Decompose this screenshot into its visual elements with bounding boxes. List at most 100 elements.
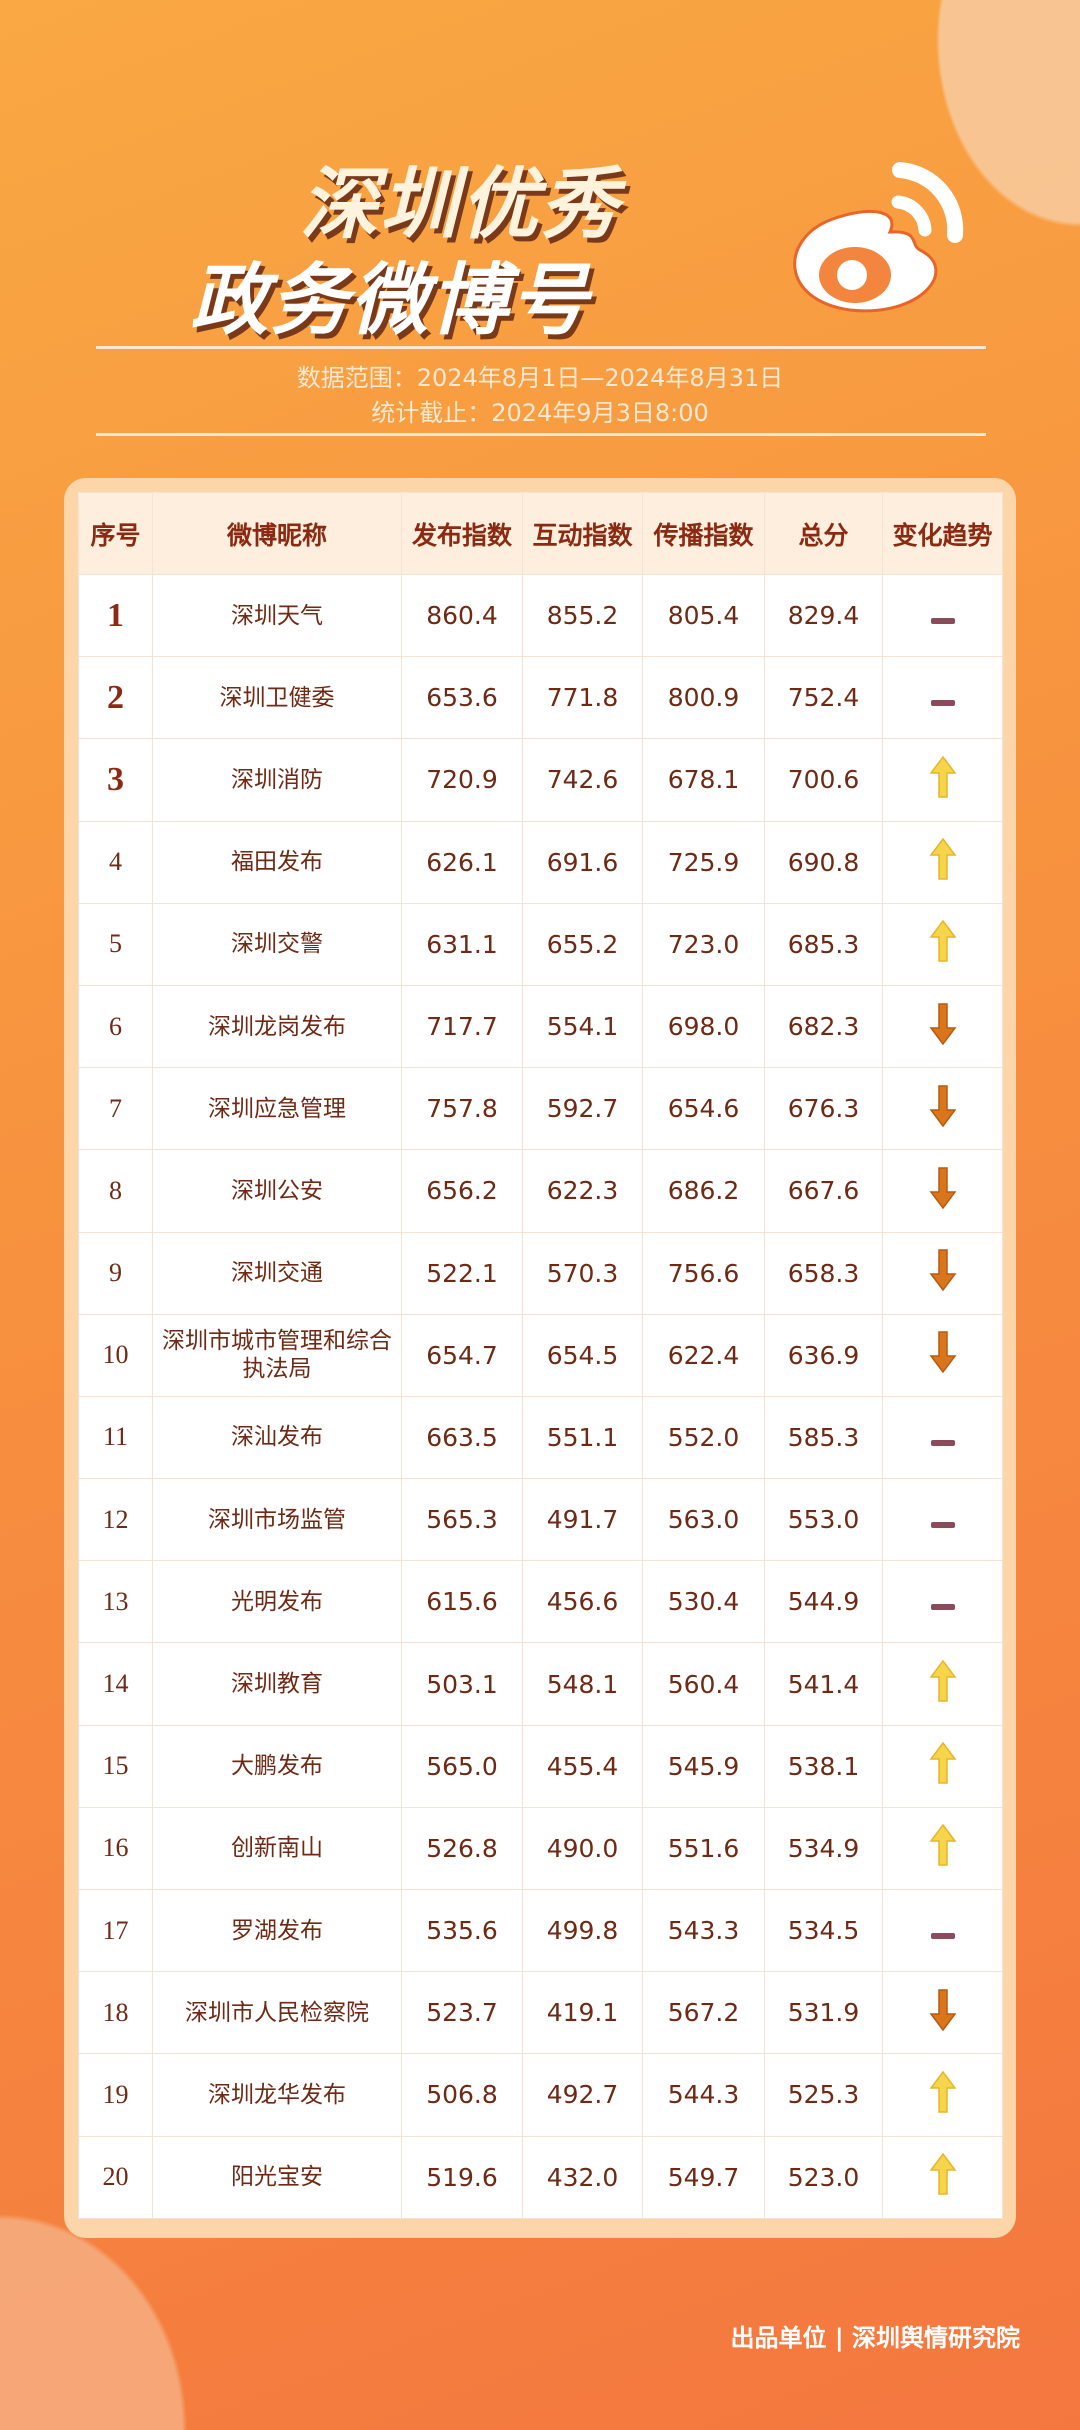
cell-name: 深圳卫健委 <box>152 656 402 740</box>
no-change-icon <box>930 618 955 625</box>
cell-interact: 499.8 <box>522 1888 643 1973</box>
cell-rank: 14 <box>78 1642 153 1726</box>
arrow-up-icon <box>929 1659 956 1702</box>
cell-interact: 432.0 <box>522 2135 643 2219</box>
table-row: 1 深圳天气 860.4 855.2 805.4 829.4 <box>78 573 1003 658</box>
cell-publish: 535.6 <box>401 1888 523 1973</box>
cell-spread: 678.1 <box>642 738 765 822</box>
cell-rank: 10 <box>78 1313 153 1397</box>
cell-rank: 7 <box>78 1067 153 1151</box>
cell-publish: 653.6 <box>401 656 523 740</box>
cell-total: 690.8 <box>764 820 883 904</box>
arrow-down-icon <box>929 1249 956 1292</box>
arrow-down-icon <box>929 1989 956 2032</box>
cell-total: 636.9 <box>764 1313 883 1397</box>
table-row: 19 深圳龙华发布 506.8 492.7 544.3 525.3 <box>78 2053 1003 2137</box>
cell-trend <box>882 1478 1003 1562</box>
table-row: 16 创新南山 526.8 490.0 551.6 534.9 <box>78 1806 1003 1891</box>
table-row: 9 深圳交通 522.1 570.3 756.6 658.3 <box>78 1231 1003 1315</box>
cell-trend <box>882 820 1003 904</box>
cell-trend <box>882 738 1003 822</box>
weibo-logo-icon <box>793 162 964 313</box>
cell-publish: 503.1 <box>401 1642 523 1726</box>
cell-spread: 543.3 <box>642 1888 765 1973</box>
cell-total: 752.4 <box>764 656 883 740</box>
cell-interact: 548.1 <box>522 1642 643 1726</box>
cell-total: 585.3 <box>764 1395 883 1480</box>
table-row: 10 深圳市城市管理和综合执法局 654.7 654.5 622.4 636.9 <box>78 1313 1003 1397</box>
cell-publish: 626.1 <box>401 820 523 904</box>
cell-rank: 5 <box>78 902 153 986</box>
table-row: 12 深圳市场监管 565.3 491.7 563.0 553.0 <box>78 1478 1003 1562</box>
cell-name: 阳光宝安 <box>152 2135 402 2219</box>
cell-name: 创新南山 <box>152 1806 402 1891</box>
cell-publish: 523.7 <box>401 1971 523 2055</box>
cell-rank: 3 <box>78 738 153 822</box>
table-row: 6 深圳龙岗发布 717.7 554.1 698.0 682.3 <box>78 984 1003 1069</box>
cell-publish: 522.1 <box>401 1231 523 1315</box>
cell-name: 深圳公安 <box>152 1149 402 1233</box>
no-change-icon <box>930 1604 955 1611</box>
cell-rank: 13 <box>78 1560 153 1644</box>
cell-spread: 530.4 <box>642 1560 765 1644</box>
data-range: 数据范围：2024年8月1日—2024年8月31日 <box>296 364 784 392</box>
cell-trend <box>882 1806 1003 1891</box>
ranking-table: 序号 微博昵称 发布指数 互动指数 传播指数 总分 变化趋势 1 深圳天气 860.4 855.2… <box>78 492 1003 2219</box>
cell-rank: 20 <box>78 2135 153 2219</box>
cell-publish: 654.7 <box>401 1313 523 1397</box>
column-header: 微博昵称 <box>152 492 402 575</box>
cell-name: 光明发布 <box>152 1560 402 1644</box>
cell-rank: 19 <box>78 2053 153 2137</box>
no-change-icon <box>930 1522 955 1529</box>
cell-name: 深圳市场监管 <box>152 1478 402 1562</box>
cell-spread: 563.0 <box>642 1478 765 1562</box>
no-change-icon <box>930 1439 955 1446</box>
cell-name: 深圳市城市管理和综合执法局 <box>152 1313 402 1397</box>
arrow-down-icon <box>929 1331 956 1374</box>
table-row: 18 深圳市人民检察院 523.7 419.1 567.2 531.9 <box>78 1971 1003 2055</box>
cell-total: 685.3 <box>764 902 883 986</box>
cell-name: 福田发布 <box>152 820 402 904</box>
cell-trend <box>882 1395 1003 1480</box>
cell-interact: 622.3 <box>522 1149 643 1233</box>
cell-spread: 545.9 <box>642 1724 765 1808</box>
cell-trend <box>882 1313 1003 1397</box>
cell-total: 525.3 <box>764 2053 883 2137</box>
cell-name: 深圳教育 <box>152 1642 402 1726</box>
cell-spread: 549.7 <box>642 2135 765 2219</box>
cell-spread: 800.9 <box>642 656 765 740</box>
cell-publish: 860.4 <box>401 573 523 658</box>
no-change-icon <box>930 700 955 707</box>
table-row: 15 大鹏发布 565.0 455.4 545.9 538.1 <box>78 1724 1003 1808</box>
cell-interact: 655.2 <box>522 902 643 986</box>
cell-spread: 552.0 <box>642 1395 765 1480</box>
column-header: 总分 <box>764 492 883 575</box>
cell-interact: 554.1 <box>522 984 643 1069</box>
table-row: 11 深汕发布 663.5 551.1 552.0 585.3 <box>78 1395 1003 1480</box>
cell-trend <box>882 984 1003 1069</box>
cell-spread: 698.0 <box>642 984 765 1069</box>
cell-rank: 17 <box>78 1888 153 1973</box>
cell-interact: 742.6 <box>522 738 643 822</box>
cell-interact: 492.7 <box>522 2053 643 2137</box>
ranking-table-card: 序号 微博昵称 发布指数 互动指数 传播指数 总分 变化趋势 1 深圳天气 860.4 855.2… <box>64 478 1016 2238</box>
cell-interact: 419.1 <box>522 1971 643 2055</box>
cell-rank: 16 <box>78 1806 153 1891</box>
column-header: 变化趋势 <box>882 492 1003 575</box>
cell-publish: 631.1 <box>401 902 523 986</box>
cell-publish: 663.5 <box>401 1395 523 1480</box>
cell-publish: 565.3 <box>401 1478 523 1562</box>
cell-name: 罗湖发布 <box>152 1888 402 1973</box>
cell-rank: 11 <box>78 1395 153 1480</box>
cell-spread: 723.0 <box>642 902 765 986</box>
cell-spread: 560.4 <box>642 1642 765 1726</box>
cell-trend <box>882 1724 1003 1808</box>
cell-interact: 455.4 <box>522 1724 643 1808</box>
divider <box>96 433 986 436</box>
cell-trend <box>882 656 1003 740</box>
cell-publish: 506.8 <box>401 2053 523 2137</box>
arrow-up-icon <box>929 1824 956 1867</box>
cell-interact: 855.2 <box>522 573 643 658</box>
table-row: 20 阳光宝安 519.6 432.0 549.7 523.0 <box>78 2135 1003 2219</box>
cell-publish: 526.8 <box>401 1806 523 1891</box>
